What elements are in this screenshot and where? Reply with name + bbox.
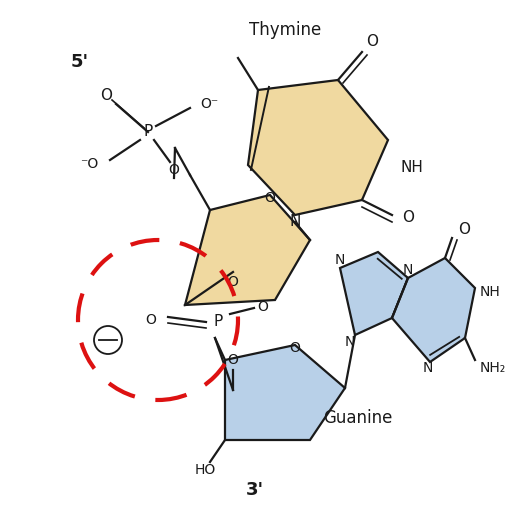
Text: NH₂: NH₂: [480, 361, 506, 375]
Text: O: O: [402, 210, 414, 226]
Text: 3': 3': [246, 481, 264, 499]
Text: N: N: [289, 214, 301, 230]
Text: O: O: [145, 313, 156, 327]
Text: ⁻O: ⁻O: [80, 157, 98, 171]
Polygon shape: [340, 252, 408, 335]
Polygon shape: [185, 195, 310, 305]
Text: N: N: [403, 263, 413, 277]
Text: P: P: [214, 314, 223, 330]
Text: O: O: [290, 341, 301, 355]
Text: N: N: [345, 335, 355, 349]
Circle shape: [94, 326, 122, 354]
Text: O: O: [100, 88, 112, 104]
Text: HO: HO: [195, 463, 216, 477]
Polygon shape: [225, 345, 345, 440]
Text: O: O: [366, 35, 378, 49]
Text: O: O: [227, 353, 239, 367]
Polygon shape: [392, 258, 475, 362]
Text: O: O: [227, 275, 239, 289]
Text: Thymine: Thymine: [249, 21, 321, 39]
Polygon shape: [248, 80, 388, 215]
Text: N: N: [335, 253, 345, 267]
Text: Guanine: Guanine: [323, 409, 393, 427]
Text: O: O: [168, 163, 179, 177]
Text: 5': 5': [71, 53, 89, 71]
Text: P: P: [143, 124, 153, 140]
Text: O: O: [258, 300, 268, 314]
Text: NH: NH: [480, 285, 501, 299]
Text: N: N: [423, 361, 433, 375]
Text: O: O: [265, 191, 275, 205]
Text: O: O: [458, 223, 470, 238]
Text: O⁻: O⁻: [200, 97, 218, 111]
Text: NH: NH: [400, 161, 423, 175]
